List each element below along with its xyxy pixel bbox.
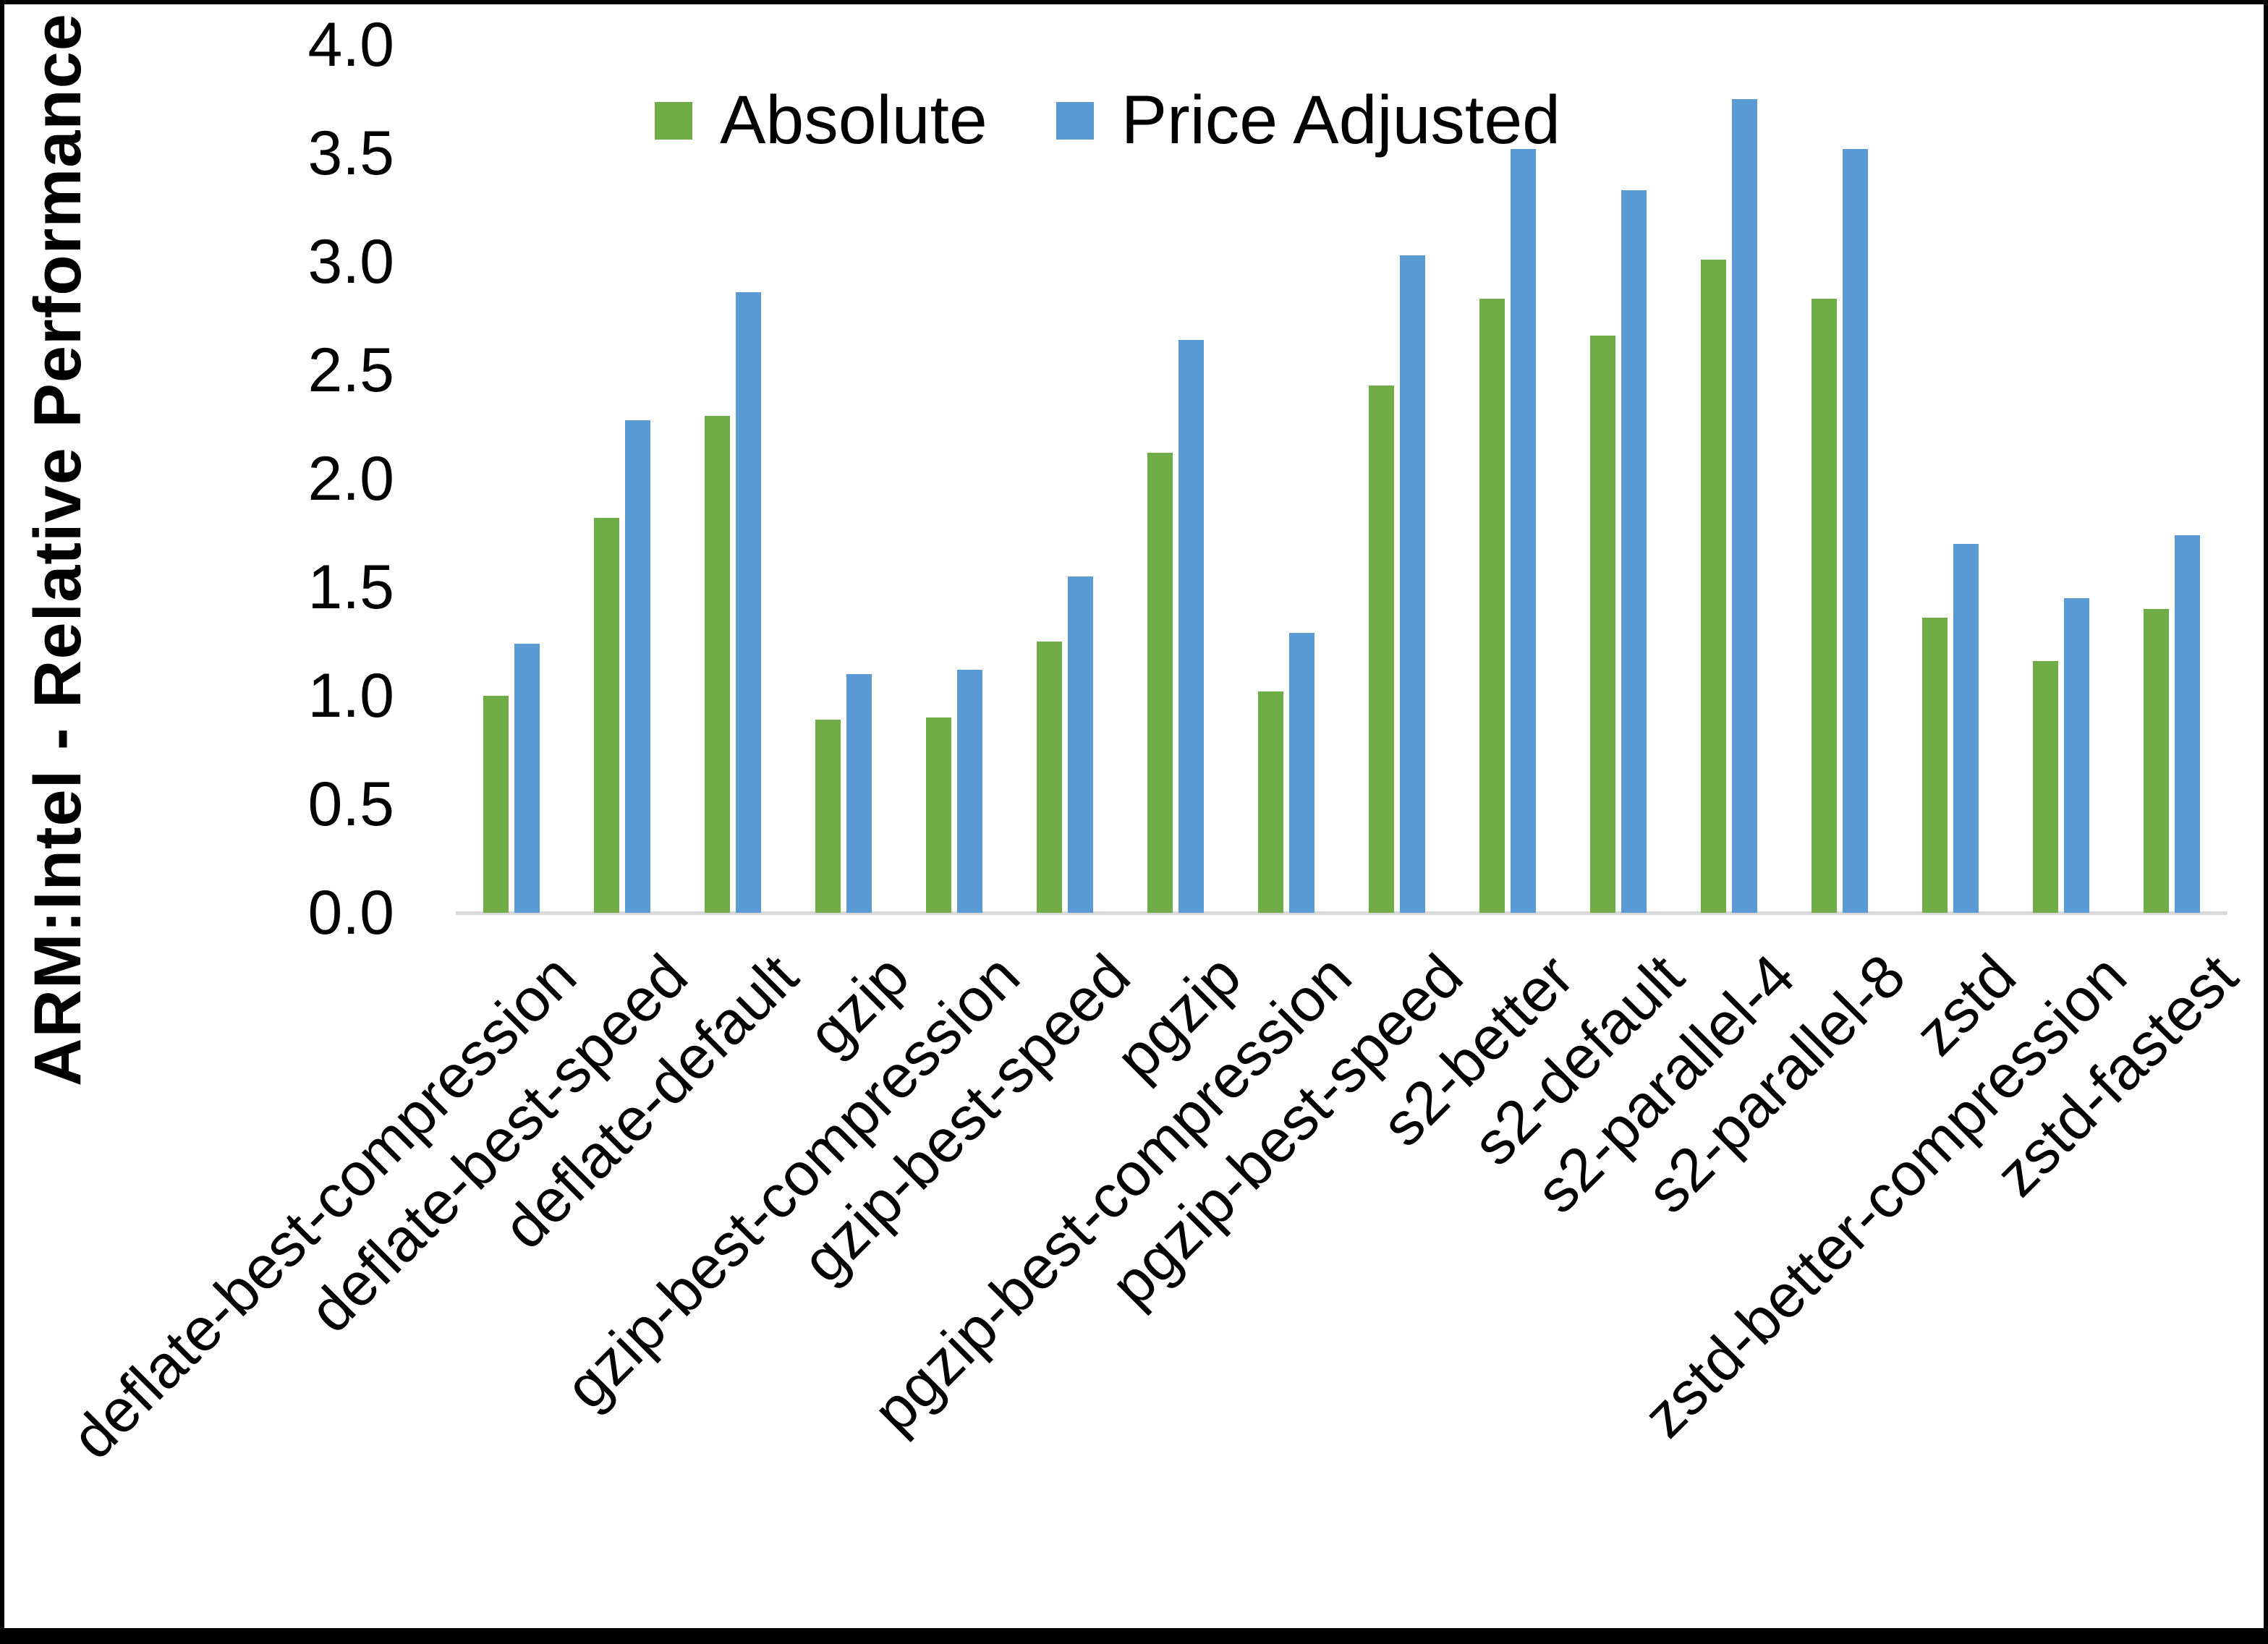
legend-swatch-price-adjusted xyxy=(1056,101,1094,140)
bar-price-adjusted-pgzip-best-speed xyxy=(1400,255,1426,913)
bar-absolute-pgzip-best-compression xyxy=(1257,691,1283,913)
frame-border-right xyxy=(2264,0,2268,1644)
bar-absolute-zstd xyxy=(1922,618,1948,913)
bar-price-adjusted-gzip xyxy=(846,674,872,913)
legend: Absolute Price Adjusted xyxy=(655,81,1560,160)
y-tick-label: 1.5 xyxy=(307,553,394,622)
bar-absolute-pgzip-best-speed xyxy=(1369,386,1395,913)
bar-absolute-deflate-default xyxy=(704,416,730,913)
frame-border-left xyxy=(0,0,4,1644)
frame-border-bottom xyxy=(0,1628,2268,1644)
bar-absolute-s2-better xyxy=(1479,299,1505,913)
frame-border-top xyxy=(0,0,2268,4)
bar-price-adjusted-pgzip xyxy=(1178,340,1204,913)
bar-absolute-gzip-best-speed xyxy=(1036,642,1062,913)
bar-absolute-s2-parallel-8 xyxy=(1812,299,1838,913)
legend-label-price-adjusted: Price Adjusted xyxy=(1121,82,1560,158)
bar-absolute-deflate-best-compression xyxy=(483,696,509,913)
bar-absolute-pgzip xyxy=(1147,453,1173,913)
y-tick-label: 1.0 xyxy=(307,661,394,731)
bar-absolute-s2-default xyxy=(1590,336,1616,913)
bar-absolute-deflate-best-speed xyxy=(593,518,619,913)
bar-price-adjusted-zstd-fastest xyxy=(2175,535,2201,913)
bar-price-adjusted-gzip-best-compression xyxy=(956,670,982,913)
bar-price-adjusted-deflate-best-compression xyxy=(514,644,540,913)
bar-price-adjusted-s2-better xyxy=(1511,149,1537,913)
y-tick-label: 2.0 xyxy=(307,444,394,514)
bar-absolute-gzip-best-compression xyxy=(925,717,951,913)
bar-absolute-gzip xyxy=(815,720,841,913)
bar-price-adjusted-s2-default xyxy=(1621,190,1647,913)
bar-absolute-s2-parallel-4 xyxy=(1701,260,1727,913)
bar-price-adjusted-gzip-best-speed xyxy=(1067,576,1093,913)
x-axis-line xyxy=(456,911,2227,915)
y-tick-label: 0.5 xyxy=(307,770,394,839)
bar-absolute-zstd-better-compression xyxy=(2033,661,2059,913)
bar-price-adjusted-zstd-better-compression xyxy=(2064,598,2090,913)
y-tick-label: 3.5 xyxy=(307,119,394,188)
y-tick-label: 2.5 xyxy=(307,336,394,405)
bar-price-adjusted-deflate-best-speed xyxy=(624,420,650,913)
bar-price-adjusted-zstd xyxy=(1953,544,1979,913)
legend-swatch-absolute xyxy=(655,101,692,140)
y-tick-label: 3.0 xyxy=(307,227,394,297)
bar-price-adjusted-s2-parallel-8 xyxy=(1843,149,1869,913)
y-tick-label: 0.0 xyxy=(307,878,394,947)
bar-price-adjusted-s2-parallel-4 xyxy=(1732,99,1758,913)
legend-label-absolute: Absolute xyxy=(720,82,988,158)
bar-price-adjusted-pgzip-best-compression xyxy=(1288,633,1314,913)
legend-item-absolute: Absolute xyxy=(655,81,988,160)
legend-item-price-adjusted: Price Adjusted xyxy=(1056,81,1560,160)
bar-absolute-zstd-fastest xyxy=(2144,609,2170,913)
bar-price-adjusted-deflate-default xyxy=(735,292,761,913)
y-tick-label: 4.0 xyxy=(307,10,394,80)
